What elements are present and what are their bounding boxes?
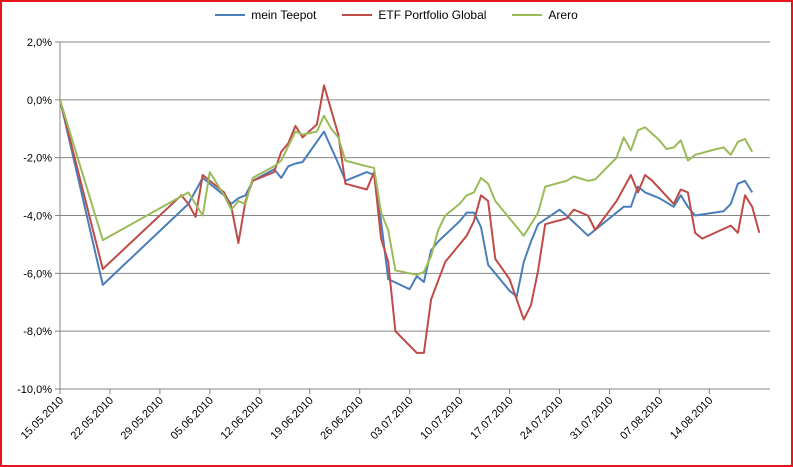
legend-swatch-arero [512,14,543,16]
chart-legend: mein Teepot ETF Portfolio Global Arero [0,8,793,22]
x-tick-label: 19.06.2010 [268,395,315,442]
legend-swatch-mein-teepot [215,14,246,16]
x-tick-label: 10.07.2010 [418,395,465,442]
y-tick-label: -2,0% [23,153,52,165]
x-tick-label: 22.05.2010 [69,395,116,442]
legend-label-etf-portfolio-global: ETF Portfolio Global [378,8,487,22]
legend-label-mein-teepot: mein Teepot [251,8,317,22]
x-tick-label: 05.06.2010 [169,395,216,442]
y-tick-label: -10,0% [17,384,52,396]
series-line-arero [59,99,754,276]
x-tick-label: 12.06.2010 [218,395,265,442]
x-tick-label: 15.05.2010 [19,395,66,442]
y-tick-label: -4,0% [23,211,52,223]
legend-item-arero: Arero [512,8,578,22]
series-line-mein-teepot [59,99,754,298]
legend-item-mein-teepot: mein Teepot [215,8,316,22]
x-tick-label: 17.07.2010 [468,395,515,442]
series-line-etf-portfolio-global [59,84,761,354]
x-tick-label: 07.08.2010 [618,395,665,442]
x-tick-label: 14.08.2010 [668,395,715,442]
x-tick-label: 31.07.2010 [568,395,615,442]
legend-item-etf-portfolio-global: ETF Portfolio Global [342,8,486,22]
legend-swatch-etf-portfolio-global [342,14,373,16]
legend-label-arero: Arero [548,8,578,22]
y-tick-label: 0,0% [27,95,52,107]
x-tick-label: 29.05.2010 [119,395,166,442]
y-tick-label: 2,0% [27,37,52,49]
x-tick-label: 03.07.2010 [368,395,415,442]
x-tick-label: 24.07.2010 [518,395,565,442]
x-tick-label: 26.06.2010 [318,395,365,442]
y-tick-label: -8,0% [23,326,52,338]
y-tick-label: -6,0% [23,268,52,280]
